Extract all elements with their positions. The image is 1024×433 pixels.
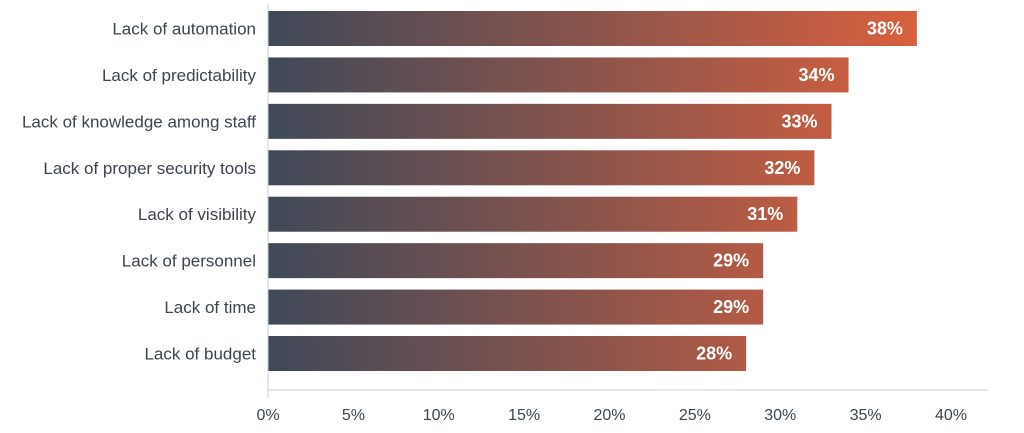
bar-8 bbox=[268, 336, 747, 372]
x-tick-label: 15% bbox=[508, 407, 540, 424]
value-label: 31% bbox=[747, 204, 783, 224]
bar-1 bbox=[268, 11, 917, 46]
x-tick-label: 5% bbox=[342, 407, 365, 424]
bar-2 bbox=[268, 57, 849, 93]
value-label: 29% bbox=[713, 297, 749, 317]
category-label: Lack of time bbox=[164, 298, 256, 317]
bar-3 bbox=[268, 103, 832, 139]
value-label: 38% bbox=[867, 19, 903, 39]
bars-layer bbox=[268, 11, 917, 372]
x-tick-label: 10% bbox=[423, 407, 455, 424]
category-label: Lack of personnel bbox=[122, 252, 256, 271]
x-tick-label: 40% bbox=[935, 407, 967, 424]
category-label: Lack of automation bbox=[112, 20, 256, 39]
value-labels: 38% 34% 33% 32% 31% 29% 29% 28% bbox=[696, 19, 903, 364]
x-tick-labels: 0% 5% 10% 15% 20% 25% 30% 35% 40% bbox=[256, 407, 967, 424]
value-label: 34% bbox=[799, 65, 835, 85]
x-tick-label: 25% bbox=[679, 407, 711, 424]
category-label: Lack of knowledge among staff bbox=[22, 112, 256, 131]
bar-7 bbox=[268, 289, 764, 325]
bar-4 bbox=[268, 150, 815, 186]
x-tick-label: 30% bbox=[764, 407, 796, 424]
value-label: 33% bbox=[781, 111, 817, 131]
value-label: 29% bbox=[713, 251, 749, 271]
x-tick-label: 0% bbox=[256, 407, 279, 424]
category-label: Lack of proper security tools bbox=[43, 159, 256, 178]
category-labels: Lack of automation Lack of predictability… bbox=[22, 20, 257, 364]
bar-6 bbox=[268, 243, 764, 279]
value-label: 28% bbox=[696, 344, 732, 364]
category-label: Lack of visibility bbox=[138, 205, 257, 224]
value-label: 32% bbox=[764, 158, 800, 178]
bar-5 bbox=[268, 196, 798, 232]
category-label: Lack of budget bbox=[144, 345, 256, 364]
x-tick-label: 20% bbox=[593, 407, 625, 424]
category-label: Lack of predictability bbox=[102, 66, 257, 85]
x-tick-label: 35% bbox=[850, 407, 882, 424]
